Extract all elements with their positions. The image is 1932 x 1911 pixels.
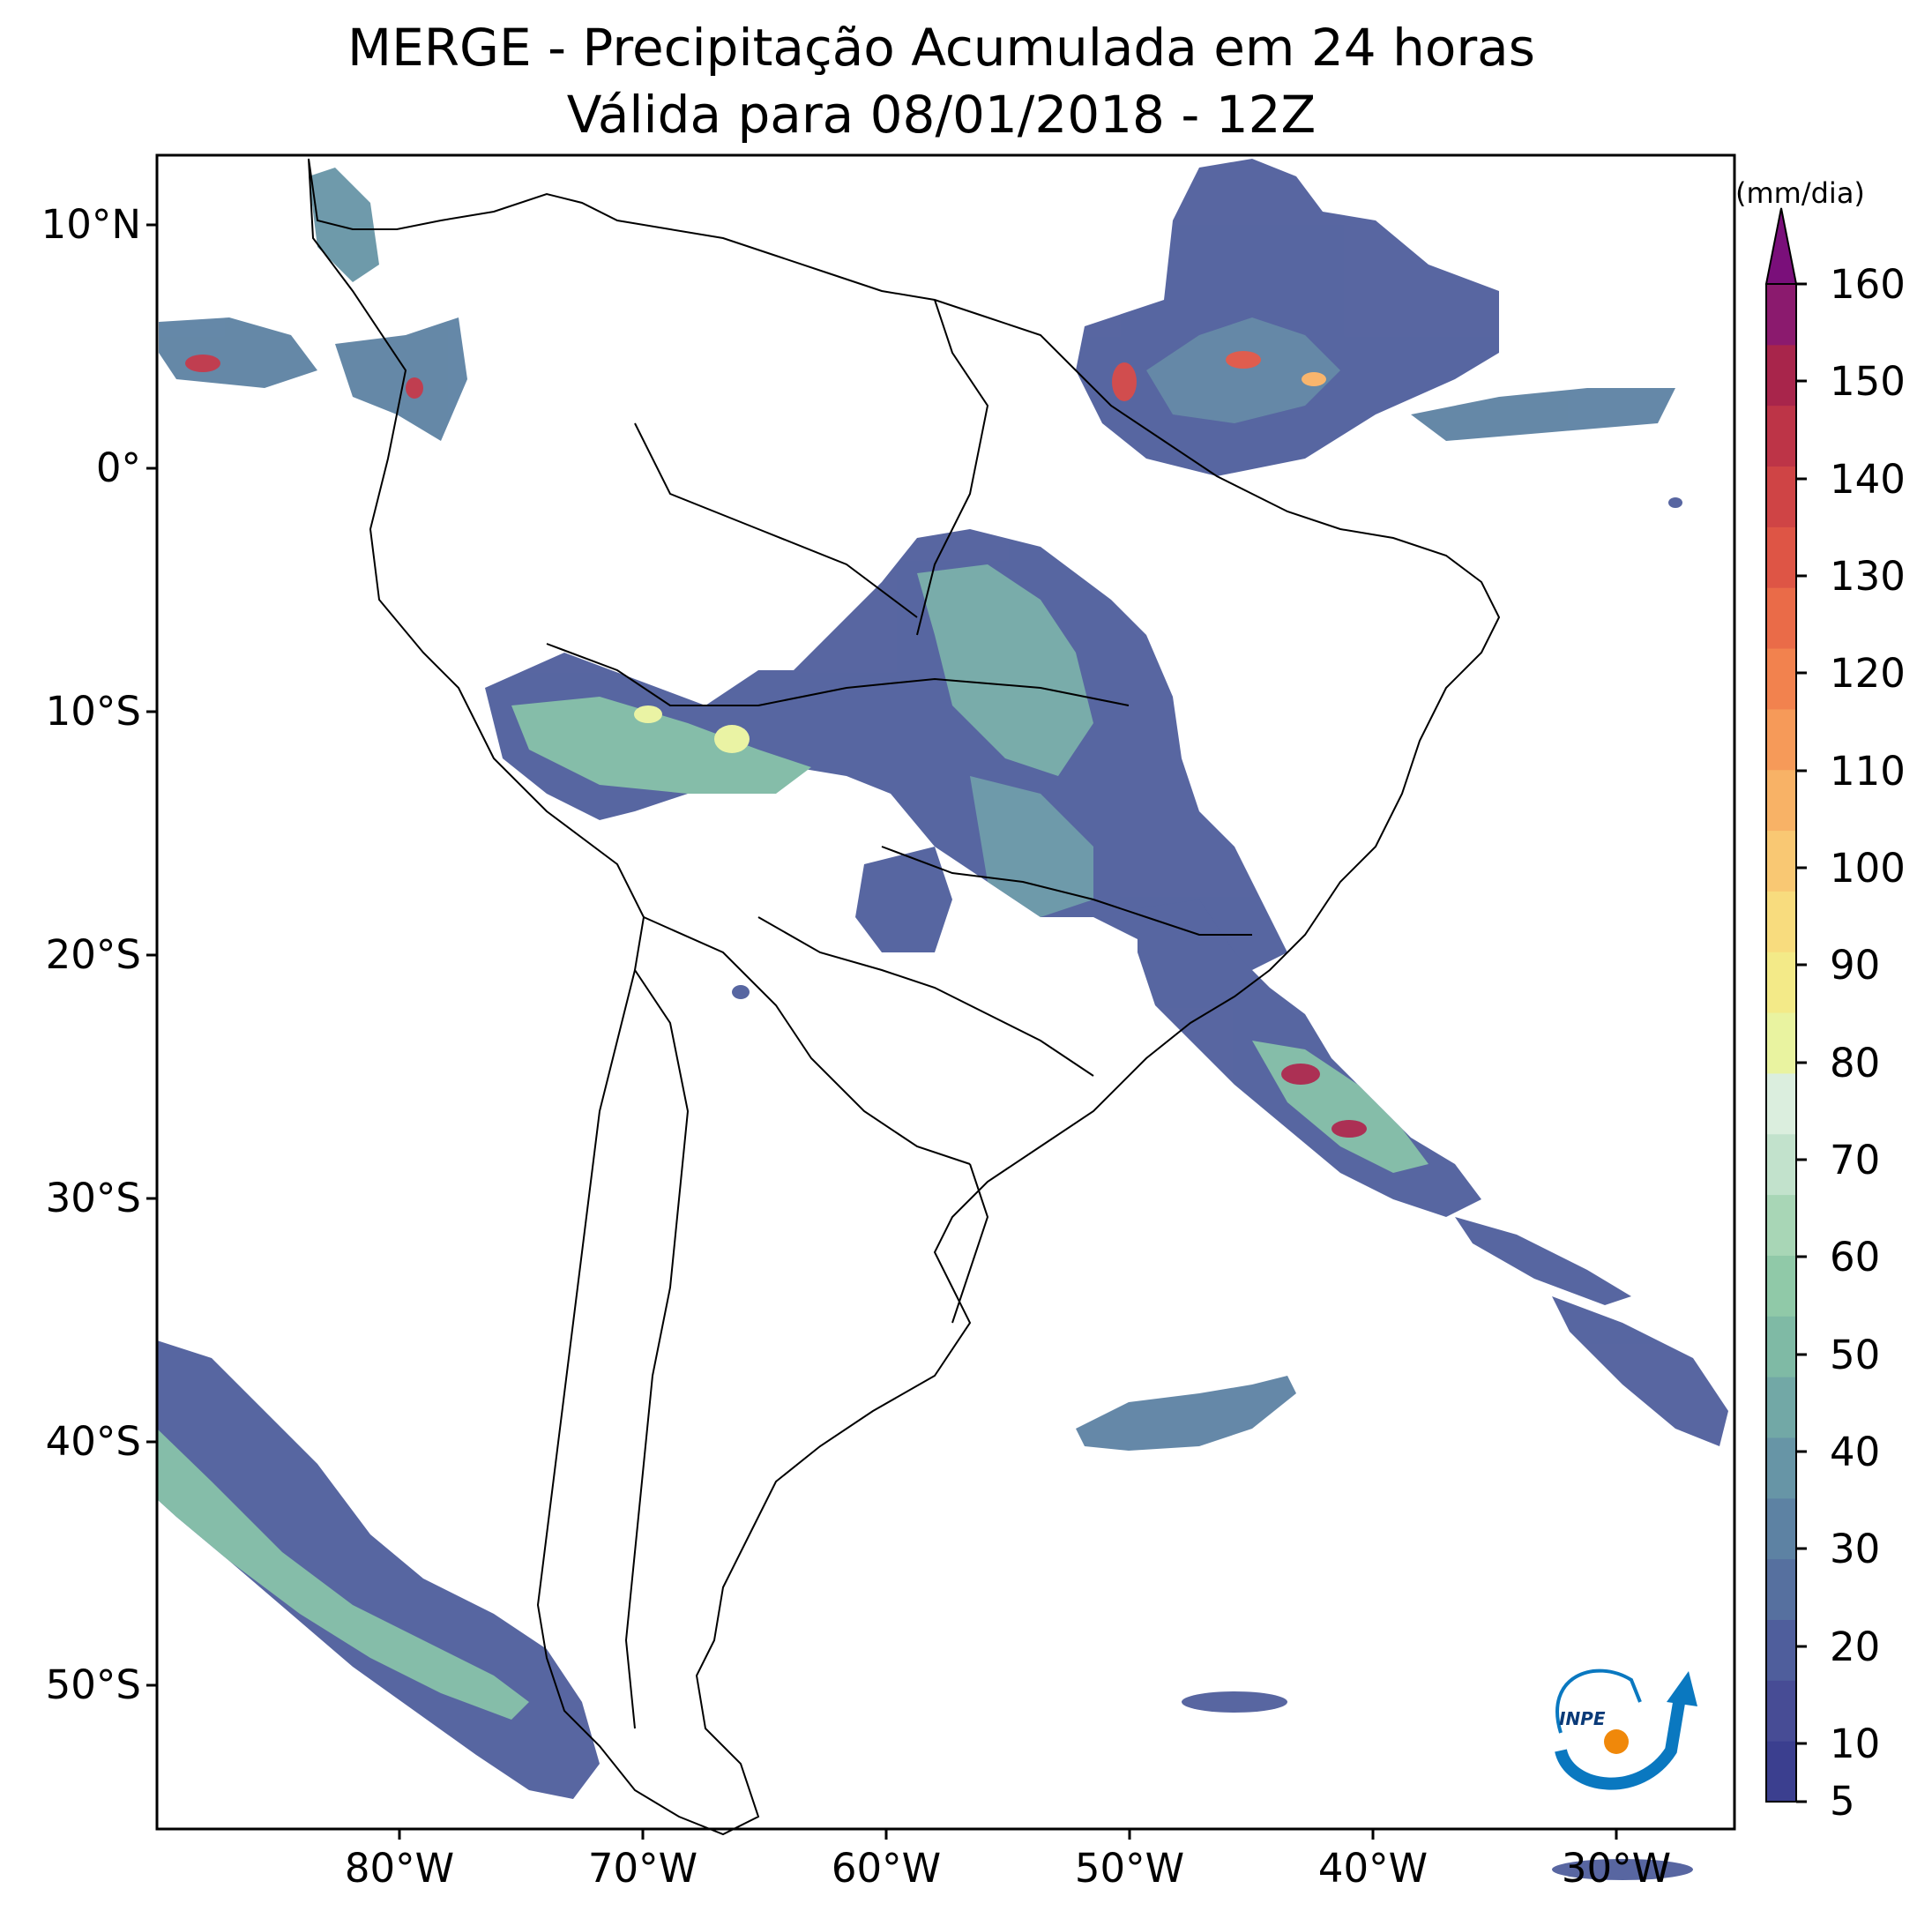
colorbar-tick-100: 100 [1830,845,1906,892]
precipitation-field [157,159,1728,1880]
colorbar-extend-arrow [1764,207,1798,285]
colorbar-segment [1766,891,1796,952]
colorbar-segment [1766,284,1796,346]
colorbar-segment [1766,1619,1796,1681]
colorbar-tick-160: 160 [1830,261,1906,308]
colorbar-tick-10: 10 [1830,1721,1881,1767]
colorbar-tick-120: 120 [1830,650,1906,697]
colorbar-tick-130: 130 [1830,553,1906,600]
lon-ticks [398,1829,1618,1840]
colorbar-tick-150: 150 [1830,358,1906,405]
lat-label-30s: 30°S [45,1175,141,1221]
colorbar-segment [1766,769,1796,832]
colorbar-segment [1766,648,1796,710]
colorbar-tick-140: 140 [1830,456,1906,503]
lat-label-20s: 20°S [45,931,141,978]
lat-label-50s: 50°S [45,1661,141,1708]
colorbar-segment [1766,344,1796,407]
colorbar-tick-40: 40 [1830,1429,1881,1475]
inpe-logo: INPE [1555,1668,1697,1790]
colorbar-tick-90: 90 [1830,942,1881,989]
colorbar-segment [1766,1194,1796,1256]
lon-label-80w: 80°W [344,1845,455,1892]
lon-label-40w: 40°W [1317,1845,1428,1892]
lon-label-70w: 70°W [587,1845,698,1892]
colorbar-segment [1766,1558,1796,1620]
colorbar-unit: (mm/dia) [1735,176,1865,210]
colorbar-tick-5: 5 [1830,1778,1855,1825]
colorbar-segment [1766,1316,1796,1377]
lon-label-30w: 30°W [1561,1845,1672,1892]
colorbar-segment [1766,405,1796,467]
colorbar-frame [1765,283,1797,1803]
colorbar-segment [1766,587,1796,649]
coastlines [308,158,1501,1836]
colorbar-tick-70: 70 [1830,1137,1881,1183]
colorbar-tick-110: 110 [1830,748,1906,795]
colorbar-segment [1766,952,1796,1013]
lat-ticks [146,223,157,1687]
colorbar-segment [1766,1680,1796,1742]
map-title-line1: MERGE - Precipitação Acumulada em 24 hor… [347,18,1535,78]
colorbar-tick-30: 30 [1830,1526,1881,1572]
colorbar-segment [1766,466,1796,527]
colorbar-tick-50: 50 [1830,1332,1881,1378]
colorbar-tick-20: 20 [1830,1624,1881,1670]
colorbar-segment [1766,1377,1796,1438]
colorbar-segment [1766,708,1796,771]
colorbar-segment [1766,526,1796,588]
logo-text: INPE [1559,1708,1606,1729]
colorbar-segment [1766,1012,1796,1074]
lat-label-40s: 40°S [45,1418,141,1465]
colorbar-segment [1766,1437,1796,1499]
lat-label-10s: 10°S [45,688,141,735]
colorbar-tick-80: 80 [1830,1040,1881,1086]
colorbar-segment [1766,1741,1796,1803]
lon-label-60w: 60°W [831,1845,942,1892]
colorbar [1764,207,1807,1803]
colorbar-segment [1766,1497,1796,1560]
map-title-line2: Válida para 08/01/2018 - 12Z [566,85,1317,145]
lat-label-0: 0° [95,444,141,491]
map-frame [155,153,1736,1831]
lat-label-10n: 10°N [41,201,141,248]
colorbar-tick-60: 60 [1830,1234,1881,1280]
lon-label-50w: 50°W [1074,1845,1185,1892]
colorbar-segment [1766,830,1796,892]
colorbar-segment [1766,1133,1796,1196]
colorbar-segment [1766,1072,1796,1135]
colorbar-segment [1766,1255,1796,1317]
